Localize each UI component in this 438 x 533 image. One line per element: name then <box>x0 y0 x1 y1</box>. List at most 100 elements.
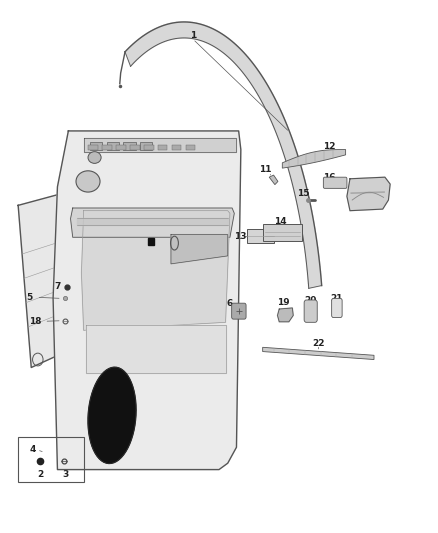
Polygon shape <box>152 30 156 46</box>
Polygon shape <box>283 150 346 168</box>
Text: 1: 1 <box>190 31 196 40</box>
Polygon shape <box>308 276 321 284</box>
Polygon shape <box>147 32 152 49</box>
Polygon shape <box>250 69 259 85</box>
Polygon shape <box>187 22 190 38</box>
Polygon shape <box>141 36 147 53</box>
Polygon shape <box>189 22 192 38</box>
Polygon shape <box>306 257 319 265</box>
Polygon shape <box>162 25 166 42</box>
Polygon shape <box>303 229 316 239</box>
Text: 5: 5 <box>26 293 32 302</box>
Polygon shape <box>306 252 319 261</box>
Polygon shape <box>302 224 315 235</box>
Polygon shape <box>81 211 230 330</box>
Polygon shape <box>164 25 168 41</box>
Polygon shape <box>245 61 253 78</box>
Bar <box>158 146 167 150</box>
Bar <box>263 224 302 241</box>
Bar <box>140 142 152 150</box>
Polygon shape <box>181 22 184 38</box>
Bar <box>130 146 140 150</box>
Polygon shape <box>155 28 160 44</box>
Polygon shape <box>203 26 207 42</box>
Polygon shape <box>171 235 228 264</box>
Polygon shape <box>216 33 222 49</box>
Polygon shape <box>214 31 219 48</box>
Bar <box>124 142 136 150</box>
Text: 22: 22 <box>312 339 325 348</box>
Text: 17: 17 <box>366 180 379 189</box>
Polygon shape <box>158 27 162 43</box>
Polygon shape <box>240 55 247 71</box>
Polygon shape <box>305 247 318 256</box>
Polygon shape <box>307 262 320 270</box>
Polygon shape <box>244 59 251 76</box>
Polygon shape <box>299 206 311 217</box>
Polygon shape <box>289 164 301 176</box>
Ellipse shape <box>76 171 100 192</box>
Polygon shape <box>86 325 226 373</box>
Polygon shape <box>168 23 172 40</box>
Polygon shape <box>303 233 316 243</box>
Polygon shape <box>131 44 138 61</box>
Polygon shape <box>307 266 320 274</box>
Polygon shape <box>266 98 276 113</box>
Text: 12: 12 <box>323 142 335 151</box>
Polygon shape <box>242 57 250 73</box>
Polygon shape <box>300 211 312 221</box>
Polygon shape <box>129 46 136 62</box>
Bar <box>107 142 119 150</box>
Polygon shape <box>71 208 234 237</box>
Text: 7: 7 <box>54 282 60 291</box>
FancyBboxPatch shape <box>332 298 342 318</box>
Text: 3: 3 <box>62 471 68 479</box>
Polygon shape <box>283 143 295 157</box>
Bar <box>247 229 275 243</box>
Polygon shape <box>281 136 293 150</box>
Polygon shape <box>301 220 314 230</box>
Polygon shape <box>170 23 174 39</box>
FancyBboxPatch shape <box>232 303 246 319</box>
Polygon shape <box>227 41 234 58</box>
Polygon shape <box>295 189 308 200</box>
Text: 21: 21 <box>331 294 343 303</box>
Polygon shape <box>212 30 217 47</box>
Polygon shape <box>133 42 140 59</box>
Polygon shape <box>84 138 237 152</box>
Text: 6: 6 <box>226 299 233 308</box>
Polygon shape <box>185 22 187 38</box>
Polygon shape <box>148 238 154 245</box>
Polygon shape <box>252 71 261 87</box>
Polygon shape <box>260 85 269 101</box>
Polygon shape <box>195 23 198 39</box>
Polygon shape <box>285 148 297 161</box>
Polygon shape <box>296 193 309 205</box>
Polygon shape <box>153 29 158 45</box>
Polygon shape <box>135 41 141 57</box>
Bar <box>88 146 98 150</box>
Polygon shape <box>218 34 224 50</box>
Polygon shape <box>261 88 271 104</box>
Polygon shape <box>273 114 284 129</box>
Polygon shape <box>235 49 242 65</box>
Text: 19: 19 <box>277 298 290 307</box>
Bar <box>144 146 153 150</box>
Polygon shape <box>293 180 306 192</box>
Text: 15: 15 <box>297 189 309 198</box>
Polygon shape <box>191 22 194 39</box>
FancyBboxPatch shape <box>304 300 317 322</box>
Polygon shape <box>224 38 230 54</box>
Polygon shape <box>18 195 66 368</box>
Bar <box>18 437 84 482</box>
Polygon shape <box>238 53 246 69</box>
Polygon shape <box>208 28 213 45</box>
Polygon shape <box>347 177 390 211</box>
Bar <box>90 142 102 150</box>
Polygon shape <box>125 50 132 66</box>
Text: 14: 14 <box>274 217 286 226</box>
Polygon shape <box>286 151 298 165</box>
Polygon shape <box>304 243 318 252</box>
Polygon shape <box>160 26 164 43</box>
Polygon shape <box>199 24 203 41</box>
